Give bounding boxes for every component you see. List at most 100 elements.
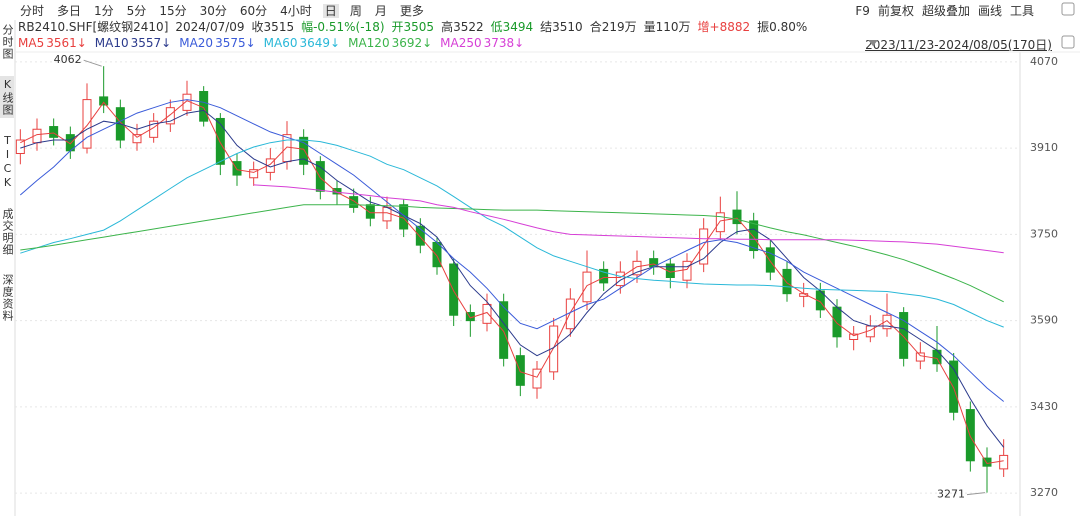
candle-body — [515, 355, 525, 386]
candle-body — [982, 457, 992, 467]
candle-body — [832, 306, 842, 338]
candle-body — [315, 161, 325, 192]
candle-body — [932, 349, 942, 365]
period-tab[interactable]: 1分 — [94, 4, 114, 18]
period-tab[interactable]: 多日 — [57, 4, 82, 18]
period-tab[interactable]: 月 — [374, 4, 387, 18]
quote-field: 开3505 — [391, 20, 435, 34]
candle-body — [582, 271, 592, 303]
quote-field: 合219万 — [589, 20, 637, 34]
legend-name: MA60 — [263, 36, 298, 50]
period-tab[interactable]: 60分 — [239, 4, 268, 18]
candle-body — [232, 161, 242, 176]
quote-field: 振0.80% — [757, 20, 808, 34]
candle-body — [432, 241, 442, 268]
candle-body — [499, 301, 509, 359]
y-tick-label: 3590 — [1030, 314, 1058, 327]
tool-button[interactable]: 工具 — [1009, 4, 1034, 18]
range-dropdown[interactable] — [868, 40, 878, 46]
y-tick-label: 3430 — [1030, 400, 1058, 413]
legend-value: 3561↓ — [46, 36, 87, 50]
y-tick-label: 4070 — [1030, 55, 1058, 68]
sidebar: 分时图 K线图 TICK 成交明细深度资料 — [0, 22, 15, 338]
candle-body — [949, 360, 959, 413]
tool-button[interactable]: 前复权 — [877, 4, 914, 18]
candle-body — [782, 268, 792, 295]
period-tab[interactable]: 30分 — [199, 4, 227, 18]
quote-field: 高3522 — [441, 20, 484, 34]
candle-body — [682, 260, 692, 281]
candle-body — [365, 204, 375, 219]
ma-line — [20, 100, 1004, 465]
side-tab[interactable]: 分时图 — [1, 24, 14, 60]
tool-button[interactable]: 画线 — [977, 4, 1002, 18]
ma-line — [19, 99, 1005, 402]
candle-body — [132, 134, 142, 144]
legend-name: MA120 — [348, 36, 390, 50]
legend-value: 3557↓ — [130, 36, 172, 50]
window-icon[interactable] — [1061, 2, 1075, 16]
candle-body — [215, 117, 225, 165]
candle-body — [915, 352, 925, 362]
candle-body — [599, 268, 609, 284]
legend-name: MA250 — [440, 36, 482, 50]
side-tab[interactable]: 深度资料 — [1, 274, 14, 322]
candle-body — [615, 271, 625, 287]
candle-body — [249, 169, 259, 179]
candle-body — [899, 312, 909, 359]
date-range[interactable]: 2023/11/23-2024/08/05(170日) — [865, 38, 1052, 52]
period-tab[interactable]: 5分 — [126, 4, 147, 18]
candle-body — [332, 188, 342, 195]
candle-body — [532, 368, 542, 389]
candle-body — [415, 225, 425, 246]
legend-value: 3692↓ — [391, 36, 433, 50]
side-tab[interactable]: TICK — [1, 134, 14, 190]
period-tab[interactable]: 更多 — [399, 4, 424, 18]
candle-body — [299, 136, 309, 165]
candle-body — [49, 126, 59, 138]
period-tab[interactable]: 15分 — [159, 4, 187, 18]
candle-body — [349, 196, 359, 208]
quote-row: RB2410.SHF[螺纹钢2410] 2024/07/09 收3515 幅-0.51… — [18, 18, 814, 35]
y-tick-label: 3750 — [1030, 227, 1058, 240]
quote-field: 增+8882 — [697, 20, 751, 34]
annotation-leader — [83, 59, 102, 67]
candle-body — [632, 260, 642, 276]
side-tab[interactable]: 成交明细 — [1, 208, 14, 256]
candle-body — [699, 228, 709, 265]
range-icon[interactable] — [1061, 35, 1075, 49]
y-tick-label: 3910 — [1030, 141, 1058, 154]
annotation-leader — [966, 492, 986, 496]
side-tab[interactable]: K线图 — [0, 76, 14, 118]
tools-bar: F9 前复权 超级叠加 画线 工具 — [847, 2, 1034, 19]
tool-button[interactable]: 超级叠加 — [921, 4, 970, 18]
candle-body — [749, 220, 759, 252]
quote-field: RB2410.SHF[螺纹钢2410] — [18, 20, 169, 34]
candle-body — [449, 263, 459, 316]
legend-value: 3575↓ — [215, 36, 256, 50]
legend-name: MA20 — [179, 36, 214, 50]
period-tab[interactable]: 周 — [349, 4, 362, 18]
period-tab[interactable]: 4小时 — [280, 4, 312, 18]
ma-line — [20, 139, 1004, 328]
period-tab[interactable]: 分时 — [20, 4, 45, 18]
quote-field: 2024/07/09 — [175, 20, 245, 34]
y-tick-label: 3270 — [1030, 486, 1058, 499]
candle-body — [849, 333, 859, 340]
legend-value: 3738↓ — [483, 36, 525, 50]
ma-legend: MA5 3561↓ MA10 3557↓ MA20 3575↓ MA60 3649↓ MA120… — [18, 36, 532, 50]
candle-body — [765, 247, 775, 273]
candle-body — [82, 99, 92, 149]
quote-field: 结3510 — [540, 20, 583, 34]
quote-field: 收3515 — [251, 20, 295, 34]
legend-value: 3649↓ — [299, 36, 341, 50]
quote-field: 量110万 — [643, 20, 691, 34]
legend-name: MA5 — [18, 36, 45, 50]
legend-name: MA10 — [94, 36, 129, 50]
ma-line — [253, 184, 1004, 254]
period-toolbar: 分时 多日 1分 5分 15分 30分 60分 4小时日周月更多 — [18, 2, 435, 19]
tool-button[interactable]: F9 — [855, 4, 870, 18]
period-tab[interactable]: 日 — [322, 4, 339, 18]
